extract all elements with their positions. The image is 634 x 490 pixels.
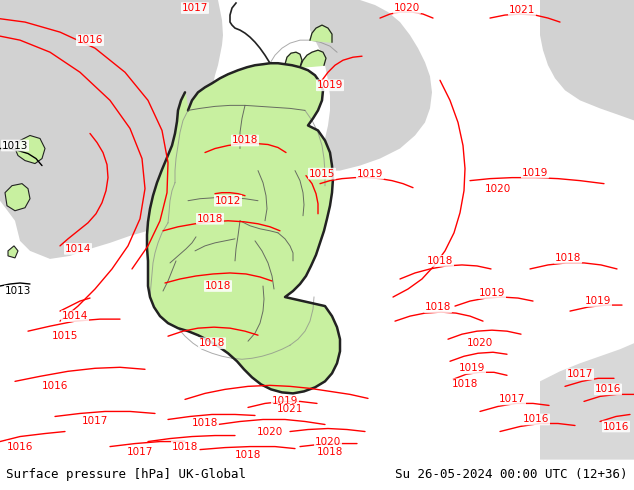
Text: 1018: 1018	[317, 446, 343, 457]
Text: 1018: 1018	[199, 338, 225, 348]
Text: 1016: 1016	[595, 384, 621, 394]
Text: 1018: 1018	[427, 256, 453, 266]
Text: 1019: 1019	[522, 168, 548, 177]
Text: 1018: 1018	[172, 441, 198, 452]
Text: 1021: 1021	[509, 5, 535, 15]
Text: 1019: 1019	[272, 396, 298, 406]
Polygon shape	[0, 0, 223, 259]
Text: 1019: 1019	[459, 363, 485, 373]
Polygon shape	[5, 184, 30, 211]
Text: 1015: 1015	[52, 331, 78, 341]
Text: 1019: 1019	[317, 80, 343, 90]
Text: 1020: 1020	[394, 3, 420, 13]
Text: 1017: 1017	[82, 416, 108, 426]
Text: 1017: 1017	[182, 3, 208, 13]
Polygon shape	[298, 0, 432, 171]
Text: 1014: 1014	[65, 244, 91, 254]
Text: 1019: 1019	[357, 169, 383, 179]
Polygon shape	[8, 246, 18, 258]
Text: 1016: 1016	[603, 421, 629, 432]
Text: 1013: 1013	[5, 286, 31, 296]
Text: 1019: 1019	[479, 288, 505, 298]
Text: 1018: 1018	[555, 253, 581, 263]
Polygon shape	[540, 0, 634, 121]
Text: 1018: 1018	[192, 418, 218, 428]
Text: 1021: 1021	[277, 404, 303, 415]
Text: 1016: 1016	[77, 35, 103, 45]
Text: 1018: 1018	[425, 302, 451, 312]
Text: Surface pressure [hPa] UK-Global: Surface pressure [hPa] UK-Global	[6, 468, 247, 481]
Text: 1020: 1020	[485, 184, 511, 194]
Text: 1013: 1013	[2, 141, 28, 150]
Text: 1014: 1014	[61, 311, 88, 321]
Polygon shape	[15, 135, 45, 164]
Polygon shape	[540, 343, 634, 460]
Text: 1018: 1018	[235, 450, 261, 460]
Polygon shape	[285, 52, 302, 67]
Text: 1020: 1020	[467, 338, 493, 348]
Text: 1020: 1020	[315, 437, 341, 446]
Text: Su 26-05-2024 00:00 UTC (12+36): Su 26-05-2024 00:00 UTC (12+36)	[395, 468, 628, 481]
Text: 1016: 1016	[7, 441, 33, 452]
Text: 1016: 1016	[42, 381, 68, 392]
Text: 1018: 1018	[205, 281, 231, 291]
Text: 1012: 1012	[215, 196, 241, 206]
Text: 1018: 1018	[452, 379, 478, 390]
Text: 1017: 1017	[567, 369, 593, 379]
Polygon shape	[310, 25, 332, 42]
Polygon shape	[147, 63, 340, 393]
Text: 1020: 1020	[257, 426, 283, 437]
Text: 1018: 1018	[197, 214, 223, 224]
Text: 1015: 1015	[309, 169, 335, 179]
Text: 1017: 1017	[499, 394, 525, 404]
Text: 1017: 1017	[127, 446, 153, 457]
Text: 1016: 1016	[523, 415, 549, 424]
Text: 1019: 1019	[585, 296, 611, 306]
Polygon shape	[300, 50, 326, 67]
Text: 1018: 1018	[232, 136, 258, 146]
